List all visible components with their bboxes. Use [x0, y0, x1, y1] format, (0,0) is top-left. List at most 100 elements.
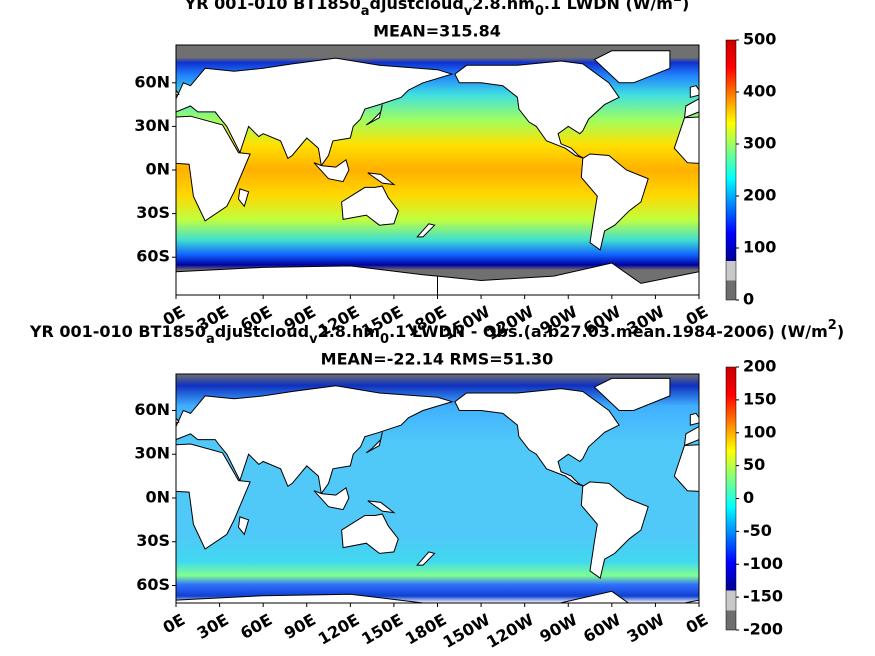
- colorbar-tick-label: 150: [743, 389, 776, 408]
- land: [593, 50, 671, 84]
- land: [673, 116, 699, 164]
- title-part: djustcloud: [215, 322, 309, 341]
- title-part: 2: [673, 0, 682, 5]
- land: [176, 89, 180, 96]
- land: [0, 61, 96, 158]
- land: [689, 412, 699, 426]
- colorbar-tick-label: 100: [743, 422, 776, 441]
- colorbar-tick-label: -200: [743, 620, 783, 639]
- y-tick-label: 30S: [136, 203, 170, 222]
- colorbar-tick-label: -100: [743, 554, 783, 573]
- panel-subtitle: MEAN=315.84: [373, 22, 501, 41]
- x-tick-label: 150E: [358, 610, 406, 649]
- colorbar-tick-label: 400: [743, 82, 776, 101]
- panel-subtitle: MEAN=-22.14 RMS=51.30: [321, 350, 554, 369]
- title-part: v: [464, 4, 473, 19]
- land: [58, 482, 125, 578]
- colorbar-tick-label: 0: [743, 290, 754, 309]
- land: [837, 160, 872, 182]
- x-tick-label: 120E: [315, 610, 363, 649]
- land: [865, 186, 875, 225]
- panel-title: YR 001-010 BT1850adjustcloudv2.8.hm0.1 L…: [29, 318, 844, 347]
- colorbar-tick-label: 200: [743, 357, 776, 376]
- land: [673, 444, 699, 492]
- land: [366, 104, 383, 126]
- land: [176, 57, 454, 167]
- land: [341, 185, 399, 226]
- title-part: 0: [380, 332, 389, 347]
- x-tick-label: 0E: [160, 610, 189, 637]
- x-tick-label: 120W: [483, 610, 537, 652]
- title-part: v: [309, 332, 318, 347]
- colorbar-tick-label: 100: [743, 238, 776, 257]
- land: [416, 223, 436, 238]
- y-tick-label: 30N: [134, 444, 170, 463]
- land: [176, 115, 251, 222]
- land: [237, 516, 250, 536]
- land: [365, 432, 383, 454]
- colorbar-tick-label: -150: [743, 587, 783, 606]
- land: [689, 85, 699, 98]
- land: [237, 188, 250, 208]
- title-part: 2.8.hm: [472, 0, 534, 13]
- land: [0, 389, 96, 487]
- colorbar: [725, 366, 737, 631]
- x-tick-label: 30E: [194, 610, 232, 643]
- y-tick-label: 30N: [134, 116, 170, 135]
- land: [176, 265, 438, 295]
- title-part: a: [206, 332, 215, 347]
- y-tick-label: 30S: [136, 531, 170, 550]
- land: [454, 60, 620, 159]
- title-part: ): [837, 322, 844, 341]
- colorbar-tick-label: -50: [743, 521, 772, 540]
- title-part: ): [682, 0, 689, 13]
- y-tick-label: 0N: [145, 487, 170, 506]
- land: [367, 500, 396, 514]
- x-tick-label: 180E: [402, 610, 450, 649]
- title-part: 0: [535, 4, 544, 19]
- colorbar-tick-label: 300: [743, 134, 776, 153]
- land: [176, 416, 180, 424]
- colorbar-tick-label: 200: [743, 186, 776, 205]
- map-area: [0, 45, 875, 295]
- land: [683, 425, 699, 447]
- land: [558, 590, 699, 603]
- title-part: YR 001-010 BT1850: [29, 322, 206, 341]
- y-tick-label: 60S: [136, 247, 170, 266]
- colorbar: [725, 39, 737, 301]
- x-tick-label: 0E: [683, 610, 712, 637]
- land: [416, 551, 436, 566]
- land: [367, 172, 396, 186]
- y-tick-label: 60S: [136, 575, 170, 594]
- land: [593, 377, 671, 411]
- land: [683, 97, 699, 119]
- title-part: 2.8.hm: [318, 322, 380, 341]
- land: [437, 262, 699, 295]
- land: [454, 388, 620, 487]
- x-tick-label: 30W: [624, 610, 668, 647]
- x-tick-label: 90E: [281, 610, 319, 643]
- y-tick-label: 60N: [134, 72, 170, 91]
- land: [313, 486, 350, 511]
- title-part: djustcloud: [370, 0, 464, 13]
- land: [176, 385, 454, 495]
- colorbar-tick-label: 500: [743, 30, 776, 49]
- title-part: a: [361, 4, 370, 19]
- map-area: [0, 374, 875, 603]
- land: [580, 153, 649, 251]
- title-part: .1 LWDN - Obs.(a.b27.03.mean.1984-2006) …: [389, 322, 828, 341]
- land: [176, 443, 251, 550]
- land: [580, 481, 649, 580]
- land: [865, 514, 875, 553]
- title-part: 2: [828, 318, 837, 333]
- land: [341, 513, 399, 554]
- x-tick-label: 150W: [440, 610, 494, 652]
- land: [176, 593, 428, 603]
- title-part: .1 LWDN (W/m: [544, 0, 673, 13]
- title-part: YR 001-010 BT1850: [184, 0, 361, 13]
- x-tick-label: 60W: [580, 610, 624, 647]
- colorbar-tick-label: 0: [743, 488, 754, 507]
- x-tick-label: 90W: [536, 610, 580, 647]
